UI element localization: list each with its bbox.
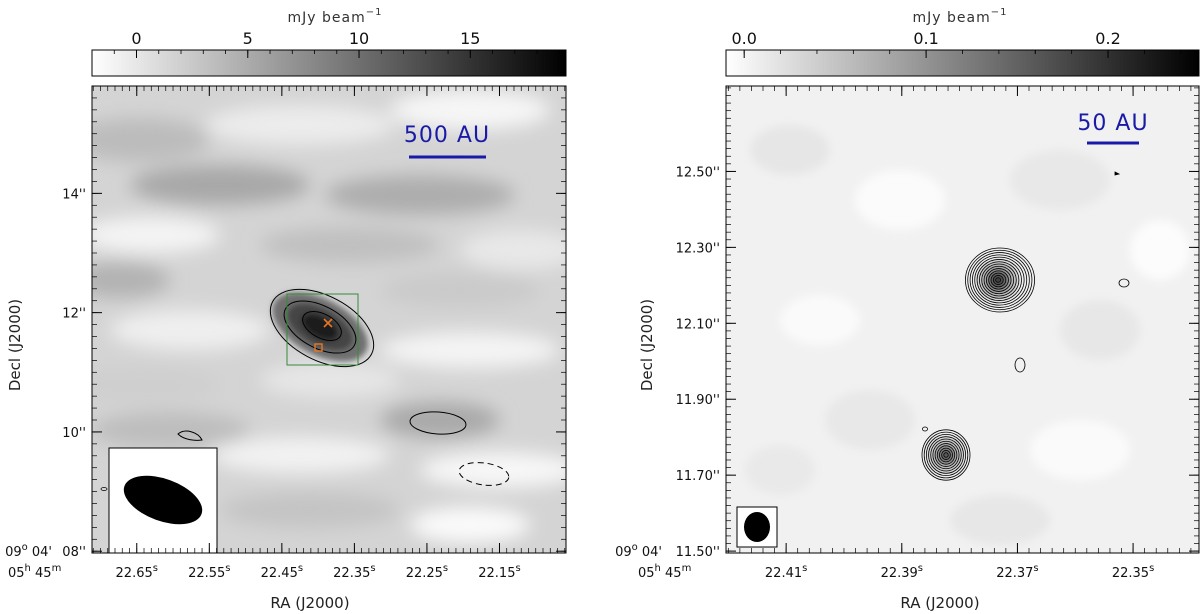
- right-beam-inset: [736, 506, 778, 548]
- y-tick-label: 08'': [62, 545, 86, 560]
- contour-ring: [941, 450, 951, 460]
- contour-ring: [965, 247, 1035, 313]
- left-noise-field: [92, 90, 566, 543]
- zoom-box: [286, 293, 359, 366]
- right-colorbar-unit: mJy beam−1: [913, 7, 1008, 26]
- y-tick-label: 11.70'': [676, 469, 720, 484]
- contour-ring: [988, 270, 1009, 290]
- x-tick-prefix: 05h 45m: [8, 563, 61, 581]
- contour-ring: [934, 443, 958, 467]
- contour-ring: [972, 254, 1028, 306]
- left-scale-bar-label: 500 AU: [404, 123, 490, 148]
- contour-ring: [936, 445, 956, 465]
- right-frame: [725, 85, 1200, 554]
- x-tick-label: 22.41s: [765, 563, 807, 581]
- contour-ring: [923, 431, 969, 479]
- left-axis-ticks: [92, 85, 566, 553]
- right-image: 50 AU: [726, 86, 1199, 553]
- y-tick-label: 12.50'': [676, 165, 720, 180]
- contour-noise-2: [409, 411, 467, 435]
- x-tick-label: 22.39s: [881, 563, 923, 581]
- left-x-axis-label: RA (J2000): [270, 594, 349, 612]
- contour-ring: [939, 447, 953, 463]
- contour-ring: [943, 452, 949, 458]
- contour-ring: [995, 277, 1002, 283]
- contour-noise-1: [177, 430, 203, 441]
- contour-ring: [928, 436, 964, 474]
- y-tick-label: 12.10'': [676, 317, 720, 332]
- left-beam-ellipse: [123, 475, 203, 525]
- right-contours: [921, 247, 1035, 481]
- x-tick-label: 22.35s: [333, 563, 375, 581]
- y-tick-prefix: 09o 04': [5, 542, 52, 560]
- left-y-axis-label: Decl (J2000): [6, 299, 24, 391]
- x-tick-label: 22.45s: [261, 563, 303, 581]
- right-noise-field: [745, 125, 1190, 545]
- colorbar-tick-label: 5: [243, 29, 253, 48]
- contour-ring: [990, 272, 1007, 288]
- colorbar-tick-label: 0.2: [1095, 29, 1120, 48]
- right-source-1: [978, 260, 1018, 300]
- right-colorbar: mJy beam−1 0.0 0.1 0.2: [725, 7, 1200, 77]
- y-tick-label: 10'': [62, 426, 86, 441]
- contour-ring: [976, 259, 1022, 301]
- y-tick-prefix: 09o 04': [615, 542, 662, 560]
- x-tick-label: 22.37s: [996, 563, 1038, 581]
- left-colorbar: mJy beam−1 0 5 10 15: [91, 7, 567, 77]
- right-scale-bar-label: 50 AU: [1077, 111, 1148, 136]
- x-tick-label: 22.55s: [188, 563, 230, 581]
- colorbar-tick-label: 0.0: [731, 29, 756, 48]
- left-frame: [91, 85, 567, 554]
- right-axis-ticks: [726, 86, 1199, 553]
- contour-ring: [985, 268, 1012, 292]
- contour-ring: [983, 265, 1015, 295]
- contour-ring: [978, 261, 1020, 299]
- right-panel: mJy beam−1 0.0 0.1 0.2: [615, 7, 1200, 612]
- contour-level-2: [283, 300, 357, 354]
- left-panel: mJy beam−1 0 5 10 15: [5, 7, 567, 612]
- colorbar-tick-label: 0: [131, 29, 141, 48]
- contour-ring: [967, 249, 1033, 311]
- right-beam-ellipse: [744, 512, 770, 542]
- left-image: 500 AU: [92, 86, 566, 553]
- right-contours-noise: [922, 171, 1130, 432]
- contour-negative: [458, 462, 510, 486]
- contour-ring: [981, 263, 1017, 297]
- left-colorbar-unit: mJy beam−1: [288, 7, 383, 26]
- cross-marker: [323, 318, 333, 328]
- square-marker: [314, 343, 323, 352]
- x-tick-prefix: 05h 45m: [638, 563, 691, 581]
- contour-ring: [925, 433, 967, 477]
- right-y-axis-label: Decl (J2000): [638, 299, 656, 391]
- y-tick-label: 12'': [62, 307, 86, 322]
- left-beam-inset: [100, 447, 218, 553]
- contour-level-1: [269, 288, 375, 368]
- x-tick-label: 22.15s: [478, 563, 520, 581]
- colorbar-tick-label: 0.1: [913, 29, 938, 48]
- left-contours: [177, 288, 510, 486]
- right-x-axis-label: RA (J2000): [900, 594, 979, 612]
- contour-ring: [992, 275, 1004, 285]
- x-tick-label: 22.25s: [406, 563, 448, 581]
- x-tick-label: 22.65s: [116, 563, 158, 581]
- contour-ring: [969, 252, 1030, 308]
- y-tick-label: 11.50'': [676, 545, 720, 560]
- colorbar-tick-label: 10: [349, 29, 369, 48]
- y-tick-label: 11.90'': [676, 393, 720, 408]
- contour-ring: [974, 256, 1025, 304]
- left-colorbar-gradient: [91, 49, 567, 77]
- y-tick-label: 14'': [62, 187, 86, 202]
- colorbar-tick-label: 15: [460, 29, 480, 48]
- y-tick-label: 12.30'': [676, 241, 720, 256]
- contour-ring: [930, 438, 962, 472]
- contour-level-3: [302, 311, 342, 341]
- x-tick-label: 22.35s: [1112, 563, 1154, 581]
- contour-ring: [932, 440, 960, 470]
- right-colorbar-gradient: [725, 49, 1200, 77]
- contour-ring: [921, 429, 971, 481]
